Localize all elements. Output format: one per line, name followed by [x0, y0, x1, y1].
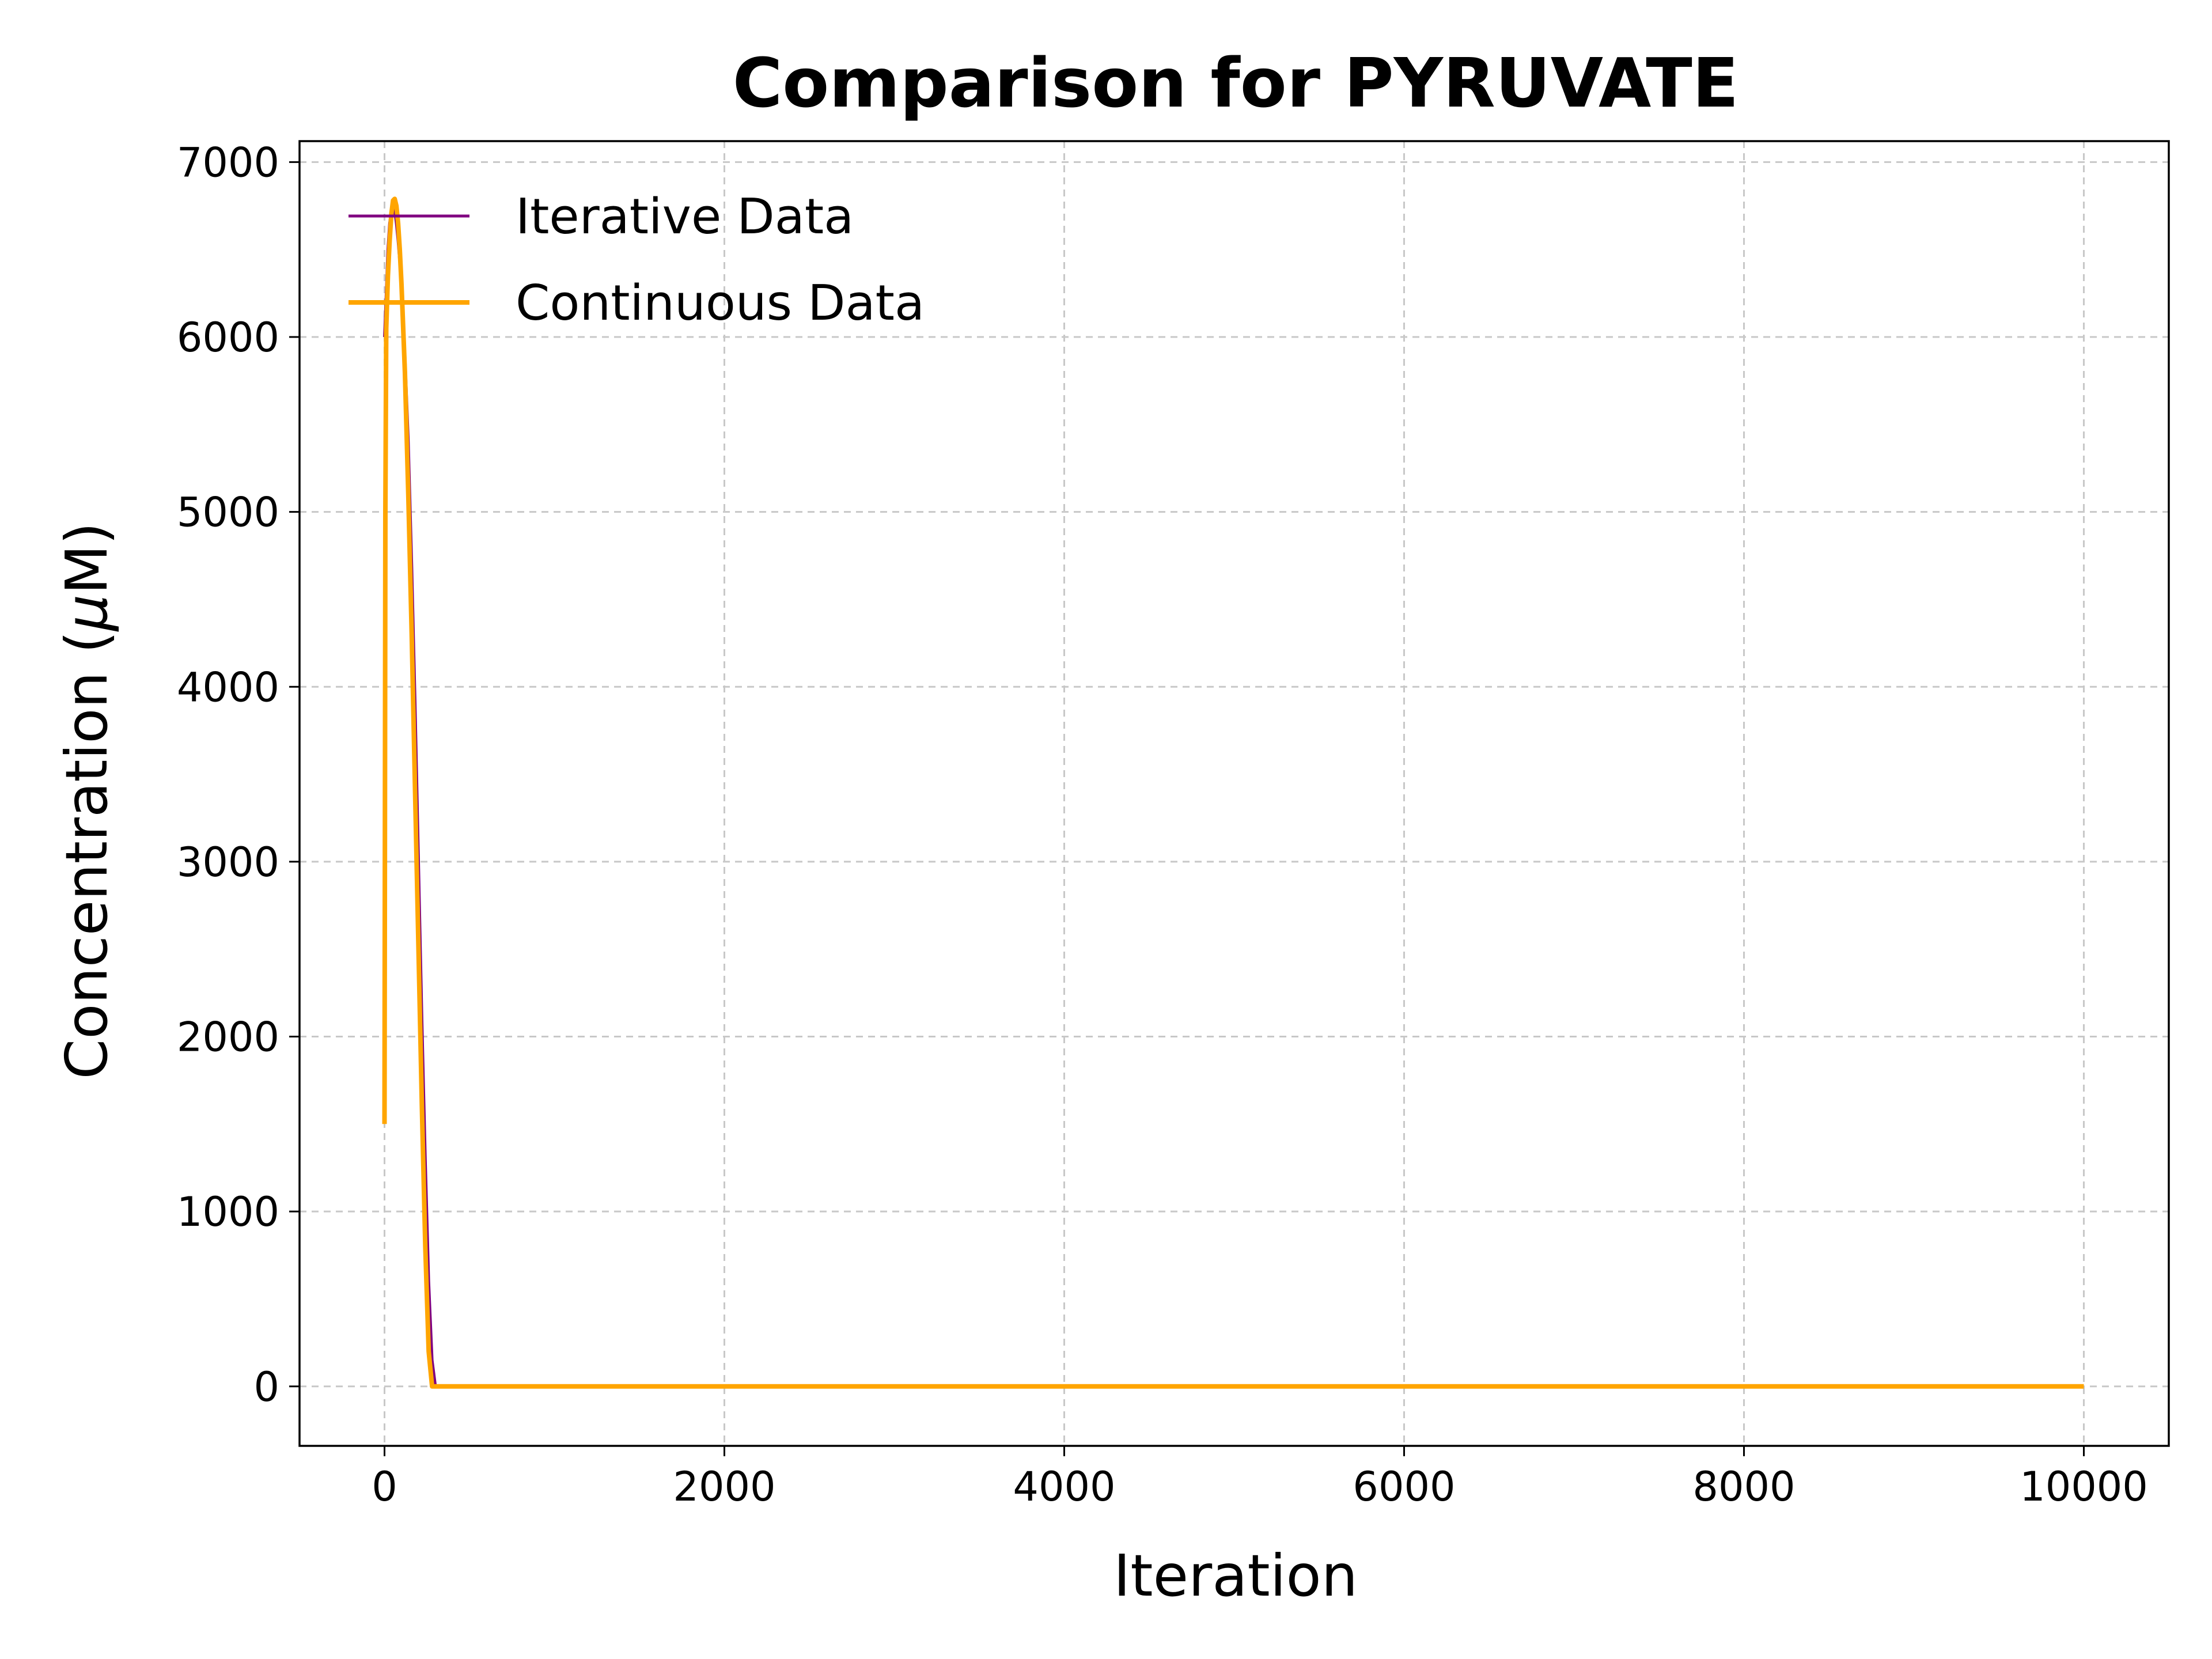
- y-tick-label: 6000: [177, 314, 279, 361]
- legend: Iterative Data Continuous Data: [349, 188, 925, 332]
- chart-title: Comparison for PYRUVATE: [733, 43, 1739, 123]
- x-tick-label: 2000: [673, 1463, 775, 1510]
- x-tick-label: 4000: [1013, 1463, 1115, 1510]
- series-layer: [382, 196, 2084, 1389]
- y-axis-label-suffix: M): [53, 522, 120, 594]
- x-tick-label: 0: [372, 1463, 397, 1510]
- y-axis-label: Concentration (μM): [53, 522, 120, 1079]
- y-tick-label: 3000: [177, 839, 279, 886]
- y-tick-label: 0: [253, 1363, 279, 1411]
- y-tick-label: 4000: [177, 664, 279, 711]
- plot-frame: [298, 140, 2170, 1447]
- y-tick-label: 5000: [177, 489, 279, 536]
- x-tick-label: 10000: [2020, 1463, 2148, 1510]
- legend-label: Iterative Data: [516, 188, 854, 245]
- y-axis-label-mu: μ: [53, 594, 120, 632]
- y-tick-label: 7000: [177, 139, 279, 186]
- y-tick-label: 2000: [177, 1014, 279, 1061]
- series-line-continuous: [382, 196, 2084, 1389]
- x-axis-label: Iteration: [1113, 1542, 1358, 1609]
- x-tick-label: 8000: [1692, 1463, 1795, 1510]
- legend-label: Continuous Data: [516, 275, 925, 332]
- y-axis-label-prefix: Concentration (: [53, 631, 120, 1079]
- y-tick-label: 1000: [177, 1188, 279, 1236]
- ticks: 0 2000 4000 6000 8000 10000 0 1000 2000 3000 4000 5…: [177, 139, 2148, 1510]
- x-tick-label: 6000: [1353, 1463, 1455, 1510]
